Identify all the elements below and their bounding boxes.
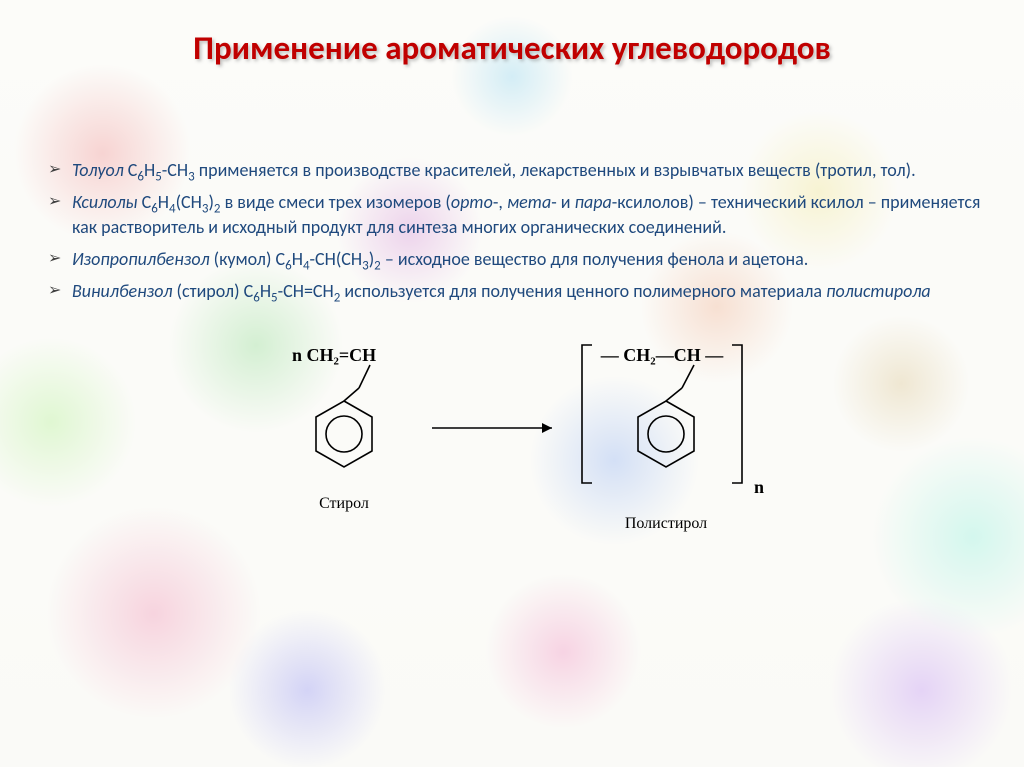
poly-subscript-n: n [754,477,764,497]
bullet-vinylbenzene: Винилбензол (стирол) C6H5-CH=CH2 использ… [48,279,988,303]
formula: C6H4(CH3)2 [142,191,225,213]
bullet-xylene: Ксилолы C6H4(CH3)2 в виде смеси трех изо… [48,190,988,239]
bullet-text: – исходное вещество для получения фенола… [385,248,809,270]
styrene-label: Стирол [319,495,369,512]
compound-name: Толуол [72,159,124,181]
compound-name: Ксилолы [72,191,138,213]
compound-name: Изопропилбензол [72,248,210,270]
formula: C6H5-CH=CH2 [244,280,345,302]
bullet-text: применяется в производстве красителей, л… [199,159,916,181]
product-name: полистирола [826,280,931,302]
compound-name: Винилбензол [72,280,172,302]
paren: (стирол) [177,280,240,302]
styrene-top: n CH₂=CH [292,345,376,365]
reaction-svg: n CH₂=CH Стирол — CH₂—CH — n Полистирол [232,333,792,553]
slide-content: Применение ароматических углеводородов Т… [0,0,1024,586]
poly-top: — CH₂—CH — [600,345,724,365]
slide-title: Применение ароматических углеводородов [36,28,988,68]
reaction-figure: n CH₂=CH Стирол — CH₂—CH — n Полистирол [36,333,988,558]
bullet-list: Толуол C6H5-CH3 применяется в производст… [36,158,988,303]
formula: C6H5-CH3 [128,159,199,181]
bullet-text: в виде смеси трех изомеров ( [225,191,451,213]
formula: C6H4-CH(CH3)2 [276,248,385,270]
bullet-isopropylbenzene: Изопропилбензол (кумол) C6H4-CH(CH3)2 – … [48,247,988,271]
bullet-toluene: Толуол C6H5-CH3 применяется в производст… [48,158,988,182]
bullet-text: используется для получения ценного полим… [344,280,826,302]
poly-label: Полистирол [625,515,707,532]
paren: (кумол) [214,248,272,270]
